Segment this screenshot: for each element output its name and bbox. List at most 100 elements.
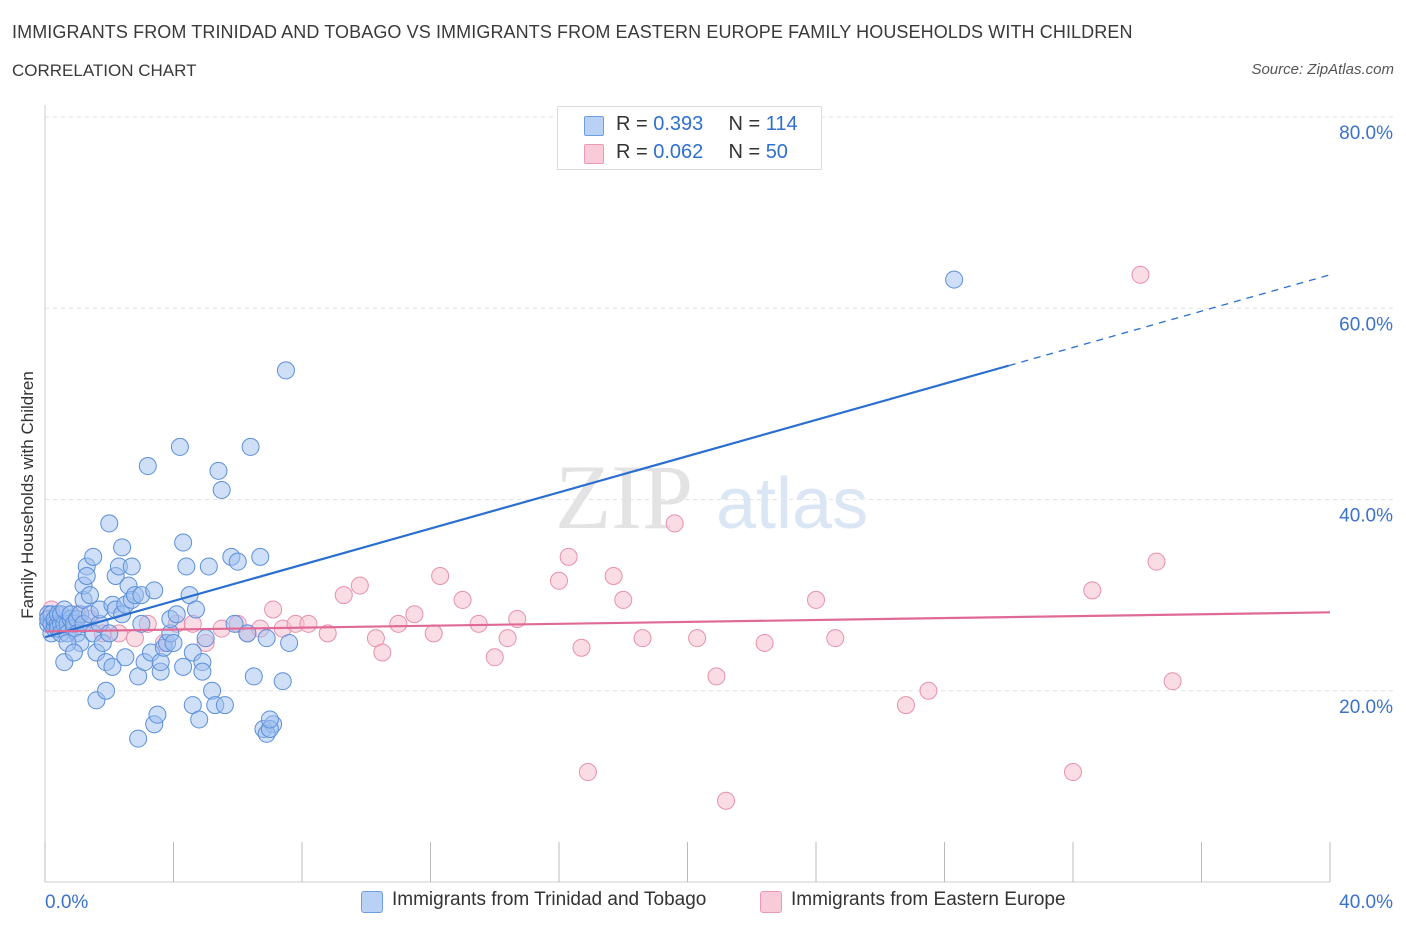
point-eastern-europe (717, 791, 736, 810)
correlation-legend: R = 0.393 N = 114 R = 0.062 N = 50 (557, 106, 822, 170)
point-trinidad (145, 581, 164, 600)
point-trinidad (167, 605, 186, 624)
point-trinidad (212, 480, 231, 499)
point-eastern-europe (688, 629, 707, 648)
point-trinidad (280, 633, 299, 652)
legend-swatch-pink (584, 144, 604, 164)
point-eastern-europe (604, 567, 623, 585)
point-eastern-europe (578, 763, 597, 782)
trend-lines (44, 274, 1331, 639)
point-trinidad (132, 614, 151, 633)
y-tick-label: 20.0% (1339, 697, 1393, 718)
x-tick-label: 40.0% (1339, 892, 1393, 913)
point-eastern-europe (485, 648, 504, 667)
n-value: 50 (765, 141, 788, 163)
bottom-legend-swatch-blue (361, 891, 383, 913)
r-value: 0.393 (653, 113, 704, 135)
point-trinidad (174, 533, 193, 552)
point-eastern-europe (826, 629, 845, 648)
point-eastern-europe (350, 576, 369, 595)
point-eastern-europe (389, 614, 408, 633)
legend-swatch-blue (584, 116, 604, 136)
point-eastern-europe (318, 624, 337, 643)
point-trinidad (209, 461, 228, 480)
point-trinidad (244, 667, 263, 686)
point-trinidad (103, 657, 122, 676)
point-eastern-europe (550, 571, 568, 590)
point-eastern-europe (469, 614, 488, 633)
bottom-legend-swatch-pink (760, 891, 782, 913)
point-trinidad (164, 633, 183, 652)
point-trinidad (251, 547, 270, 566)
point-trinidad (122, 557, 141, 576)
bottom-legend-eastern-europe: Immigrants from Eastern Europe (791, 889, 1066, 910)
point-trinidad (129, 729, 148, 748)
point-trinidad (945, 270, 964, 289)
n-value: 114 (765, 113, 798, 135)
r-label: R = (616, 141, 654, 163)
point-eastern-europe (572, 638, 591, 657)
point-trinidad (77, 567, 96, 585)
point-trinidad (193, 662, 212, 681)
point-trinidad (196, 629, 215, 648)
point-trinidad (199, 557, 218, 576)
point-eastern-europe (453, 590, 472, 609)
series-trinidad-points (39, 270, 964, 748)
point-trinidad (113, 538, 132, 557)
point-eastern-europe (1064, 763, 1082, 782)
chart-subtitle: CORRELATION CHART (12, 61, 197, 80)
point-eastern-europe (264, 600, 283, 619)
point-trinidad (215, 696, 234, 715)
point-trinidad (273, 672, 292, 691)
point-trinidad (276, 361, 295, 380)
point-trinidad (186, 600, 205, 619)
point-trinidad (100, 514, 119, 533)
point-eastern-europe (373, 643, 392, 662)
point-eastern-europe (1147, 552, 1166, 571)
trend-line-eastern-europe (44, 611, 1331, 633)
point-trinidad (84, 547, 103, 566)
n-label: N = (728, 141, 766, 163)
tick-labels: 20.0% 40.0% 60.0% 80.0% 0.0% 40.0% (45, 123, 1393, 913)
r-label: R = (616, 113, 654, 135)
watermark-atlas: atlas (716, 464, 868, 544)
point-trinidad (116, 648, 135, 667)
point-trinidad (97, 681, 116, 700)
point-eastern-europe (755, 633, 774, 652)
point-trinidad (257, 629, 276, 648)
point-eastern-europe (807, 590, 825, 609)
point-trinidad (174, 657, 193, 676)
point-trinidad (148, 705, 167, 724)
y-tick-label: 60.0% (1339, 314, 1393, 335)
point-eastern-europe (1163, 672, 1182, 691)
point-trinidad (138, 457, 157, 476)
point-eastern-europe (334, 586, 353, 605)
bottom-legend-trinidad: Immigrants from Trinidad and Tobago (392, 889, 707, 910)
point-eastern-europe (431, 567, 450, 585)
point-eastern-europe (1131, 265, 1150, 284)
point-trinidad (100, 624, 119, 643)
grid-lines (45, 116, 1393, 692)
point-eastern-europe (1083, 581, 1102, 600)
legend-row-eastern-europe: R = 0.062 N = 50 (616, 141, 788, 164)
point-eastern-europe (614, 590, 633, 609)
point-trinidad (190, 710, 209, 729)
point-trinidad (241, 437, 260, 456)
point-eastern-europe (299, 614, 318, 633)
point-eastern-europe (424, 624, 443, 643)
legend-row-trinidad: R = 0.393 N = 114 (616, 113, 798, 136)
trend-line-trinidad (44, 364, 1010, 639)
point-trinidad (80, 586, 99, 605)
point-trinidad (170, 437, 189, 456)
n-label: N = (728, 113, 766, 135)
y-axis-label: Family Households with Children (18, 371, 37, 619)
point-eastern-europe (919, 681, 938, 700)
point-eastern-europe (559, 547, 578, 566)
point-trinidad (64, 643, 83, 662)
point-trinidad (177, 557, 196, 576)
point-trinidad (228, 552, 247, 571)
chart-title: IMMIGRANTS FROM TRINIDAD AND TOBAGO VS I… (12, 22, 1133, 42)
y-tick-label: 80.0% (1339, 123, 1393, 144)
point-eastern-europe (405, 605, 424, 624)
